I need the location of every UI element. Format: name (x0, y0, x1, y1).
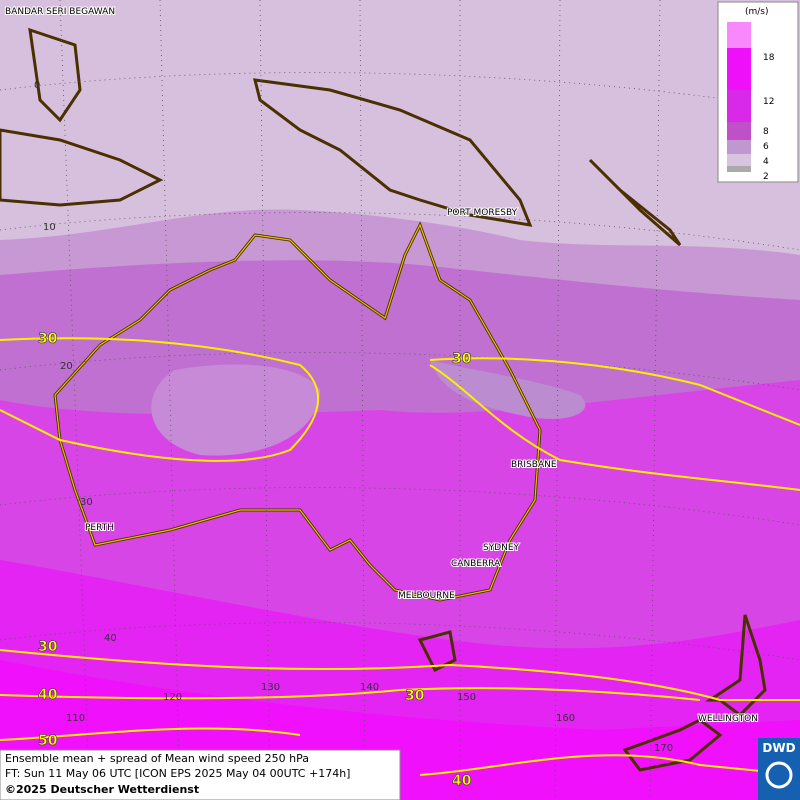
footer-line: Ensemble mean + spread of Mean wind spee… (5, 752, 309, 765)
graticule-label: 170 (654, 743, 673, 754)
city-label: PERTH (85, 523, 114, 533)
legend-tick: 18 (763, 53, 775, 63)
graticule-label: 130 (261, 682, 280, 693)
legend-tick: 8 (763, 127, 769, 137)
city-label: SYDNEY (483, 543, 520, 553)
graticule-label: 40 (104, 633, 117, 644)
graticule-label: 140 (360, 682, 379, 693)
contour-label: 30 (452, 351, 472, 367)
footer-box (0, 749, 401, 800)
city-label: PORT MORESBY (447, 208, 518, 218)
graticule-label: 0 (34, 80, 40, 91)
calm-patch (151, 364, 320, 456)
contour-label: 30 (38, 639, 58, 655)
graticule-label: 30 (80, 497, 93, 508)
contour-label: 30 (405, 688, 425, 704)
legend-tick: 6 (763, 142, 769, 152)
logo-text: DWD (762, 741, 795, 755)
contour-label: 40 (452, 773, 472, 789)
legend-tick: 2 (763, 172, 769, 182)
graticule-label: 160 (556, 713, 575, 724)
logo-box (758, 738, 800, 800)
contour-label: 50 (38, 733, 58, 749)
footer-line: FT: Sun 11 May 06 UTC [ICON EPS 2025 May… (5, 767, 350, 780)
footer-line: ©2025 Deutscher Wetterdienst (5, 783, 199, 796)
city-label: BRISBANE (511, 460, 557, 470)
graticule-label: 120 (163, 692, 182, 703)
graticule-label: 150 (457, 692, 476, 703)
calm-patch (430, 360, 586, 419)
contours (0, 337, 800, 776)
contour-label: 30 (38, 331, 58, 347)
graticule-label: 20 (60, 361, 73, 372)
graticule-label: 110 (66, 713, 85, 724)
legend-tick: 12 (763, 97, 774, 107)
city-label: WELLINGTON (698, 714, 758, 724)
legend-tick: 4 (763, 157, 769, 167)
legend-unit: (m/s) (745, 7, 769, 17)
city-label: BANDAR SERI BEGAWAN (5, 7, 115, 17)
graticule-label: 10 (43, 222, 56, 233)
city-label: CANBERRA (451, 559, 501, 569)
contour-label: 40 (38, 687, 58, 703)
city-label: MELBOURNE (398, 591, 455, 601)
legend (717, 1, 799, 183)
logo-swirl (765, 761, 793, 789)
coastline-highlight (54, 223, 541, 601)
